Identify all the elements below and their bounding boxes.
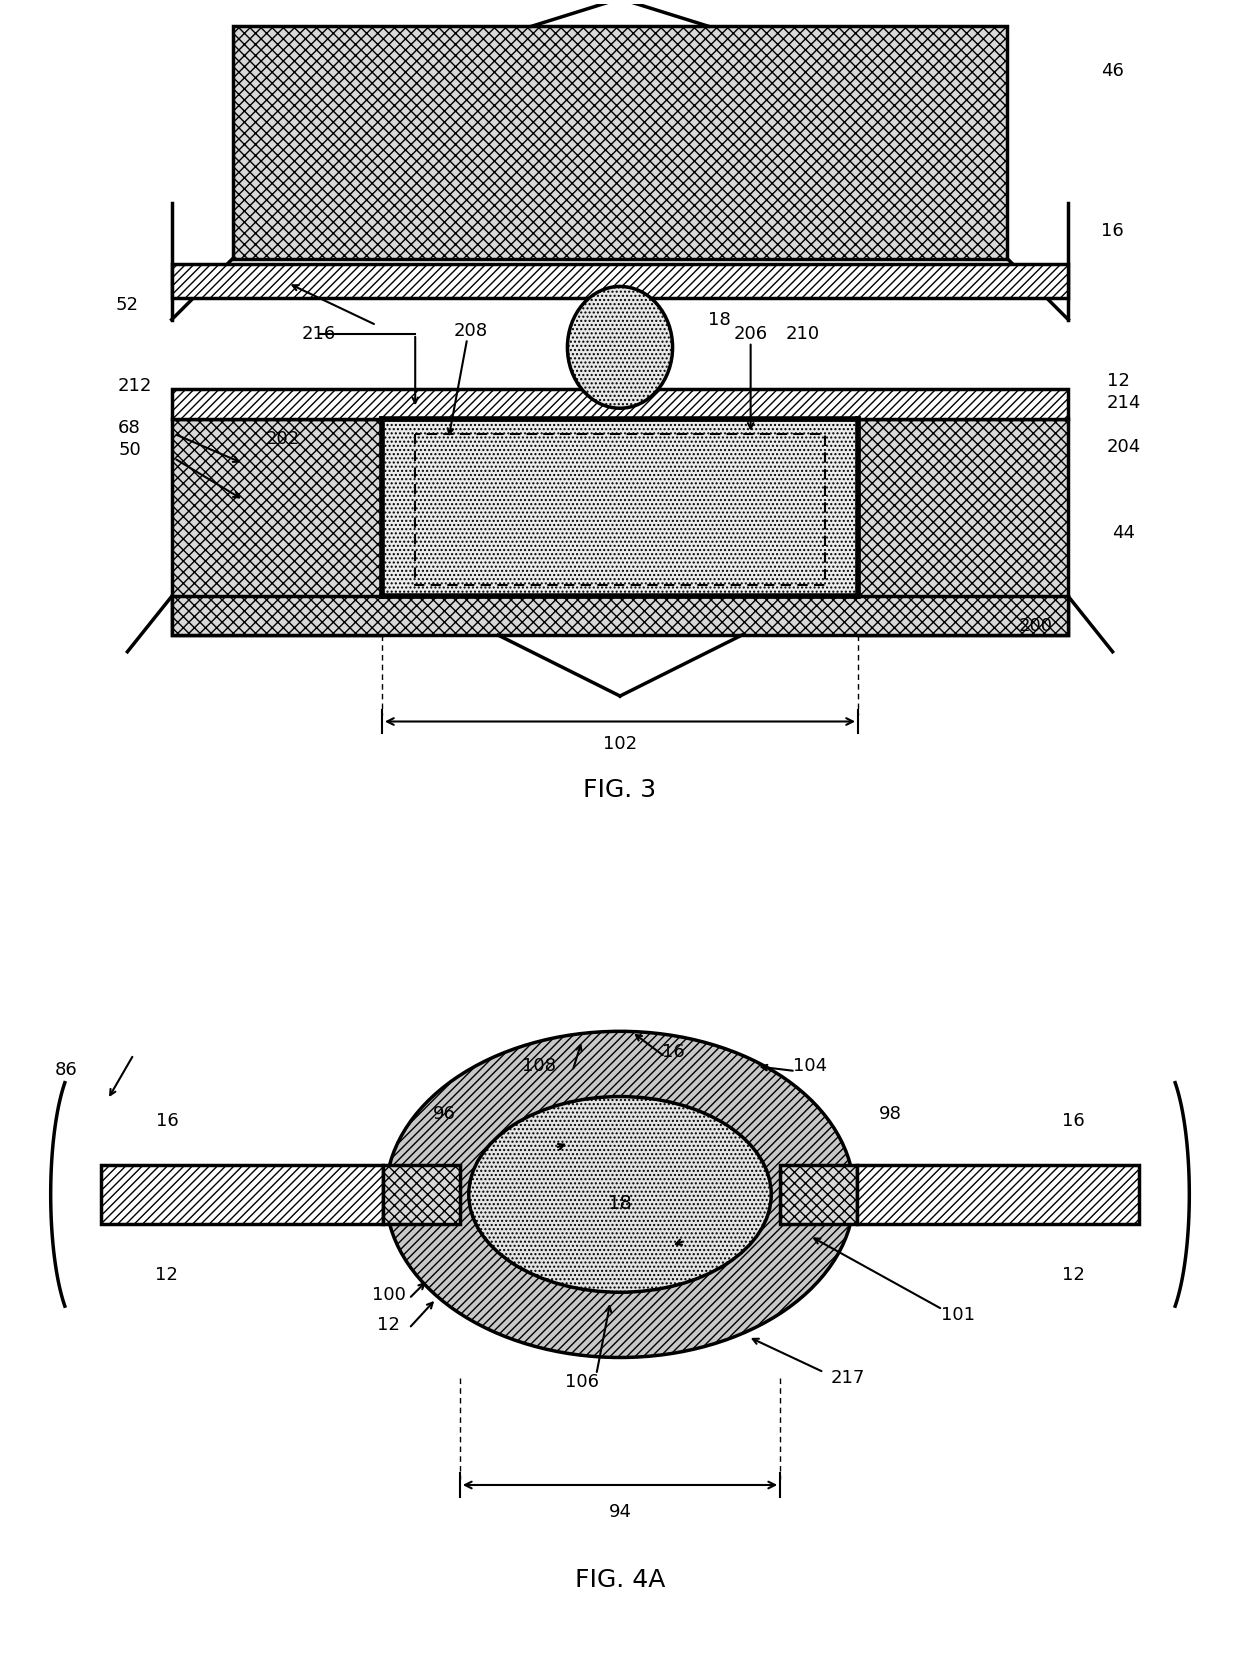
Ellipse shape — [386, 1031, 854, 1357]
Text: 68: 68 — [118, 420, 141, 437]
Text: 98: 98 — [879, 1104, 901, 1123]
Text: 102: 102 — [603, 734, 637, 753]
Text: 96: 96 — [433, 1104, 456, 1123]
Text: 12: 12 — [1061, 1266, 1085, 1285]
Text: 50: 50 — [118, 442, 141, 460]
Text: 46: 46 — [1101, 62, 1123, 80]
Polygon shape — [171, 596, 1069, 636]
Text: 216: 216 — [301, 325, 336, 343]
Text: 16: 16 — [662, 1042, 684, 1061]
Text: 101: 101 — [941, 1307, 975, 1325]
Polygon shape — [171, 264, 1069, 298]
Text: FIG. 3: FIG. 3 — [584, 778, 656, 801]
Text: 100: 100 — [372, 1287, 405, 1305]
Text: 12: 12 — [1107, 371, 1130, 390]
Text: 212: 212 — [118, 376, 153, 395]
Text: 52: 52 — [115, 296, 139, 315]
Polygon shape — [858, 420, 1069, 636]
Text: 104: 104 — [792, 1057, 827, 1076]
Polygon shape — [171, 420, 382, 636]
Text: 12: 12 — [377, 1317, 401, 1333]
Ellipse shape — [469, 1096, 771, 1292]
Text: 208: 208 — [454, 321, 487, 340]
Polygon shape — [233, 27, 1007, 259]
Text: 86: 86 — [55, 1061, 77, 1079]
Polygon shape — [780, 1164, 857, 1225]
Text: 200: 200 — [1018, 617, 1052, 636]
Text: 217: 217 — [831, 1369, 866, 1387]
Text: 108: 108 — [522, 1057, 557, 1076]
Text: 18: 18 — [608, 1195, 632, 1213]
Ellipse shape — [568, 286, 672, 408]
Text: 106: 106 — [565, 1374, 599, 1390]
Text: 210: 210 — [786, 325, 820, 343]
Text: 202: 202 — [265, 430, 300, 448]
Text: 16: 16 — [1061, 1113, 1085, 1129]
Text: 94: 94 — [609, 1504, 631, 1521]
Text: 214: 214 — [1106, 393, 1141, 412]
Text: 18: 18 — [708, 311, 732, 328]
Text: 204: 204 — [1106, 438, 1141, 457]
Text: 16: 16 — [1101, 223, 1123, 241]
Text: FIG. 4A: FIG. 4A — [575, 1568, 665, 1593]
Polygon shape — [383, 1164, 460, 1225]
Text: 16: 16 — [155, 1113, 179, 1129]
Polygon shape — [100, 1164, 383, 1225]
Text: 206: 206 — [734, 325, 768, 343]
Polygon shape — [171, 390, 1069, 420]
Polygon shape — [857, 1164, 1140, 1225]
Text: 44: 44 — [1112, 524, 1135, 542]
Polygon shape — [382, 420, 858, 596]
Text: 12: 12 — [155, 1266, 179, 1285]
